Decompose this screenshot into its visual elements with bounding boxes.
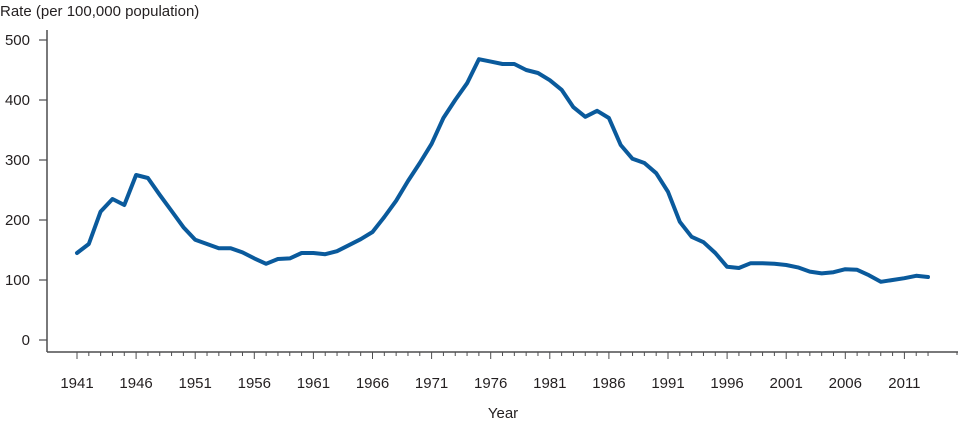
y-tick-label: 100 — [5, 272, 30, 289]
x-tick-label: 1946 — [119, 375, 152, 392]
x-tick-label: 1961 — [297, 375, 330, 392]
x-tick-label: 1986 — [592, 375, 625, 392]
y-axis-title: Rate (per 100,000 population) — [0, 3, 200, 20]
x-tick-label: 1991 — [651, 375, 684, 392]
x-tick-label: 1951 — [179, 375, 212, 392]
x-tick-label: 1971 — [415, 375, 448, 392]
x-tick-label: 2001 — [770, 375, 803, 392]
x-tick-label: 1976 — [474, 375, 507, 392]
x-tick-label: 1956 — [238, 375, 271, 392]
x-tick-label: 2011 — [888, 375, 920, 392]
y-tick-label: 400 — [5, 92, 30, 109]
x-tick-label: 1981 — [533, 375, 566, 392]
rate-series-line — [75, 57, 930, 284]
x-axis-title: Year — [487, 405, 519, 422]
y-tick-label: 200 — [5, 212, 30, 229]
y-axis: 0 100 200 300 400 500 — [5, 30, 48, 352]
y-tick-label: 0 — [22, 332, 30, 349]
y-tick-label: 300 — [5, 152, 30, 169]
x-tick-label: 1996 — [710, 375, 743, 392]
x-tick-label: 2006 — [829, 375, 862, 392]
x-axis: 1941 1946 1951 1956 1961 1966 1971 1976 1981 1986… — [47, 351, 958, 392]
x-tick-label: 1966 — [356, 375, 389, 392]
y-tick-label: 500 — [5, 32, 30, 49]
x-tick-label: 1941 — [60, 375, 93, 392]
